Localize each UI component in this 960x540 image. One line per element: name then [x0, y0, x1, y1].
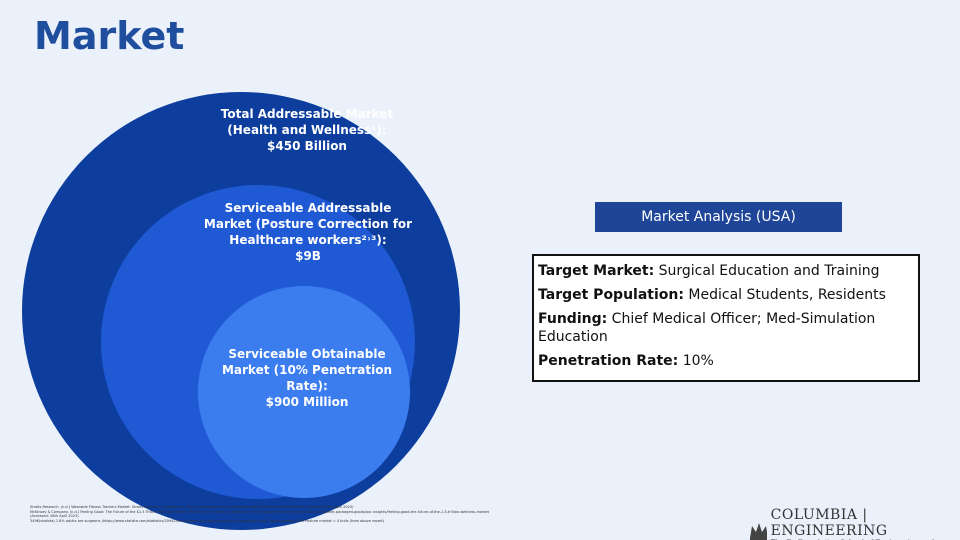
footnote: 349K(statista) 1.8% adults are surgeons … — [30, 518, 385, 523]
logo-name: COLUMBIA | ENGINEERING — [770, 507, 888, 539]
circle-label-line: (Health and Wellness¹): — [227, 123, 386, 137]
item-value: Surgical Education and Training — [658, 263, 880, 279]
circle-label-line: $9B — [295, 249, 321, 263]
logo-crown — [750, 523, 767, 540]
item-value: Medical Students, Residents — [688, 287, 886, 303]
market-circles: Total Addressable Market (Health and Well… — [22, 92, 460, 530]
analysis-box: Target Market: Surgical Education and Tr… — [532, 254, 920, 382]
som-circle — [198, 286, 410, 498]
analysis-item: Funding: Chief Medical Officer; Med-Simu… — [538, 310, 914, 346]
item-label: Target Market: — [538, 263, 655, 279]
item-label: Funding: — [538, 311, 608, 327]
item-label: Penetration Rate: — [538, 353, 679, 369]
circle-label-line: Rate): — [286, 379, 328, 393]
tam-label: Total Addressable Market (Health and Well… — [221, 107, 394, 153]
footnote: Straits Research. (n.d.) Wearable Fitnes… — [30, 505, 354, 509]
circle-label-line: Market (10% Penetration — [222, 363, 392, 377]
item-value: Chief Medical Officer; Med-Simulation Ed… — [538, 311, 876, 345]
circle-label-line: Healthcare workers²˒³): — [229, 233, 386, 247]
item-value: 10% — [682, 353, 714, 369]
sam-label: Serviceable Addressable Market (Posture C… — [204, 201, 412, 263]
analysis-header: Market Analysis (USA) — [595, 202, 842, 232]
circle-label-line: Market (Posture Correction for — [204, 217, 412, 231]
footnote: McKinsey & Company. (n.d.) Feeling Good:… — [30, 509, 489, 519]
circle-label-line: $900 Million — [266, 395, 349, 409]
logo: COLUMBIA | ENGINEERING The Fu Foundation… — [748, 507, 960, 540]
circle-label-line: $450 Billion — [267, 139, 347, 153]
analysis-item: Target Population: Medical Students, Res… — [538, 286, 914, 304]
som-label: Serviceable Obtainable Market (10% Penetr… — [222, 347, 392, 409]
footnotes: Straits Research. (n.d.) Wearable Fitnes… — [30, 505, 490, 523]
slide-title: Market — [34, 14, 185, 58]
circle-label-line: Serviceable Obtainable — [228, 347, 385, 361]
logo-text: COLUMBIA | ENGINEERING The Fu Foundation… — [771, 507, 960, 540]
circle-label-line: Serviceable Addressable — [225, 201, 392, 215]
analysis-item: Penetration Rate: 10% — [538, 352, 914, 370]
circle-label-line: Total Addressable Market — [221, 107, 394, 121]
item-label: Target Population: — [538, 287, 684, 303]
analysis-item: Target Market: Surgical Education and Tr… — [538, 262, 914, 280]
